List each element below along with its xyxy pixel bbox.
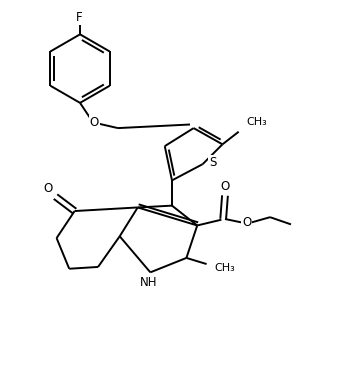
Text: CH₃: CH₃ [215,263,235,273]
Text: O: O [90,116,99,129]
Text: F: F [76,11,82,24]
Text: S: S [209,156,216,169]
Text: O: O [220,180,230,193]
Text: O: O [44,182,53,195]
Text: CH₃: CH₃ [247,117,268,127]
Text: O: O [242,216,251,229]
Text: NH: NH [140,276,157,289]
